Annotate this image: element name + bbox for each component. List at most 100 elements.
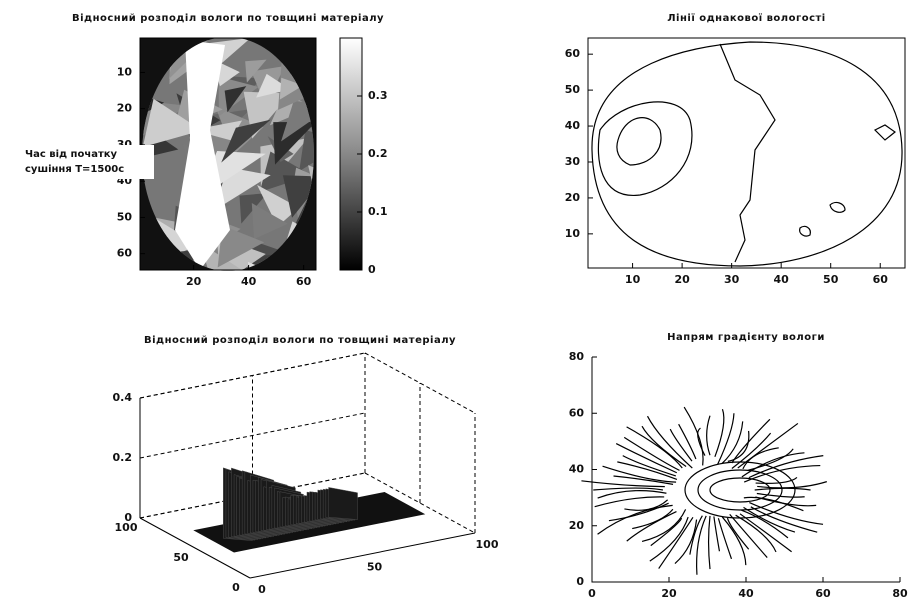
x-tick-label: 40: [774, 273, 790, 286]
streamline: [683, 406, 704, 466]
colorbar-tick-label: 0.1: [368, 205, 388, 218]
image-patch: [251, 203, 288, 240]
streamline: [737, 422, 799, 469]
image-patch: [281, 100, 314, 142]
streamline: [594, 496, 665, 508]
streamline: [674, 519, 698, 565]
contour-line: [591, 41, 903, 267]
streamline: [706, 415, 711, 456]
streamline: [649, 516, 689, 562]
contour-line: [873, 124, 897, 141]
streamline: [742, 447, 779, 470]
y-tick-label: 10: [117, 65, 133, 78]
streamline: [646, 415, 693, 469]
x-tick-label: 20: [661, 587, 677, 600]
streamline-loop: [709, 477, 771, 503]
y-tick-label: 60: [569, 406, 585, 419]
contour-line: [719, 43, 776, 263]
y-tick-label: 50: [173, 551, 189, 564]
x-tick-label: 20: [186, 275, 202, 288]
contour-line: [829, 201, 846, 213]
image-patch: [259, 151, 312, 193]
streamline: [689, 515, 703, 555]
y-tick-label: 20: [565, 191, 581, 204]
streamline: [713, 516, 721, 552]
streamline: [626, 426, 683, 469]
x-tick-label: 60: [815, 587, 831, 600]
streamline: [739, 513, 792, 553]
streamline: [658, 517, 694, 569]
streamline: [602, 465, 677, 483]
chart-title: Відносний розподіл вологи по товщині мат…: [72, 13, 384, 24]
x-axis: [249, 532, 476, 579]
image-patch: [257, 184, 299, 227]
streamline: [731, 432, 772, 469]
annotation-bg: [22, 145, 154, 179]
streamline: [623, 436, 680, 471]
streamline: [624, 499, 669, 511]
chart-title: Відносний розподіл вологи по товщині мат…: [144, 335, 456, 346]
z-tick-label: 0.4: [113, 391, 133, 404]
streamline: [608, 502, 669, 522]
streamline-loop: [684, 461, 796, 519]
y-tick-label: 40: [565, 119, 581, 132]
y-tick-label: 50: [565, 83, 581, 96]
streamline: [597, 504, 673, 535]
streamline: [697, 427, 706, 456]
streamline: [755, 476, 798, 484]
y-tick-label: 30: [565, 155, 581, 168]
streamline: [748, 455, 824, 479]
streamline: [754, 487, 811, 491]
image-patch: [279, 77, 304, 100]
streamline: [714, 409, 725, 458]
x-tick-label: 80: [892, 587, 908, 600]
streamline: [613, 475, 674, 485]
contour-line: [616, 117, 662, 166]
streamline-loop: [697, 469, 783, 511]
image-patch: [256, 73, 291, 98]
x-tick-label: 0: [258, 583, 266, 596]
streamline: [593, 487, 664, 491]
streamline: [717, 518, 733, 560]
streamline: [750, 506, 818, 533]
streamline: [617, 461, 678, 481]
x-tick-label: 40: [241, 275, 257, 288]
streamline: [741, 452, 805, 478]
y-tick-label: 60: [565, 47, 581, 60]
streamline: [650, 517, 683, 547]
colorbar-tick-label: 0.2: [368, 147, 388, 160]
streamline: [641, 509, 687, 543]
x-tick-label: 50: [823, 273, 839, 286]
image-patch: [217, 225, 265, 268]
contour-line: [799, 225, 811, 237]
image-highlight: [175, 40, 230, 270]
z-tick-label: 0.2: [113, 451, 133, 464]
y-tick-label: 40: [569, 463, 585, 476]
chart-title: Напрям градієнту вологи: [667, 332, 825, 343]
streamline: [749, 501, 824, 525]
x-tick-label: 10: [625, 273, 641, 286]
streamline: [741, 509, 789, 539]
streamline: [678, 423, 697, 460]
axes-box: [587, 37, 906, 269]
image-patch: [245, 59, 267, 83]
streamline: [727, 430, 750, 462]
streamline: [696, 515, 707, 575]
x-tick-label: 60: [296, 275, 312, 288]
streamline: [707, 515, 711, 570]
x-tick-label: 60: [873, 273, 889, 286]
y-tick-label: 0: [232, 581, 240, 594]
image-patch: [221, 119, 271, 163]
image-patch: [299, 130, 314, 172]
streamline: [626, 511, 677, 542]
streamline: [721, 421, 744, 464]
streamline: [717, 413, 735, 465]
annotation: Час від початку: [25, 149, 118, 160]
y-tick-label: 20: [117, 102, 133, 115]
surface-strip: [328, 487, 358, 520]
colorbar-tick-label: 0: [368, 263, 376, 276]
streamline: [731, 418, 771, 464]
streamline: [622, 455, 677, 477]
streamline: [597, 490, 667, 499]
